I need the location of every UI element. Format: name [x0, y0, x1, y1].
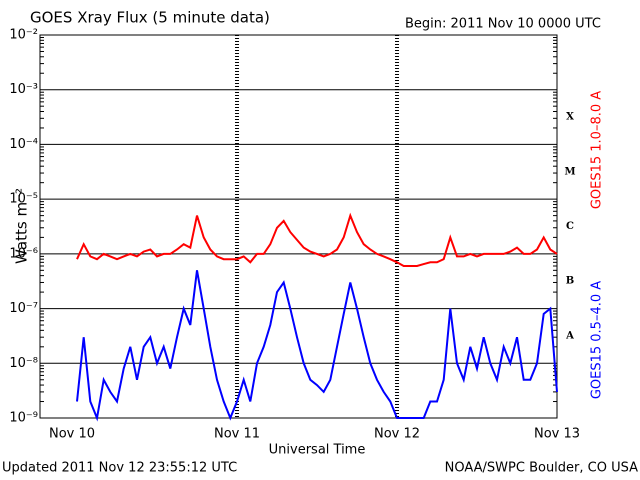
y-tick-label: 10⁻⁷	[9, 301, 38, 316]
x-tick-label: Nov 12	[374, 427, 420, 442]
y-axis-label: Watts m⁻²	[13, 188, 31, 264]
legend-label: GOES15 0.5–4.0 A	[590, 281, 605, 399]
y-tick-label: 10⁻⁴	[9, 137, 38, 152]
flare-class-label: M	[564, 166, 575, 177]
x-tick-label: Nov 11	[214, 427, 260, 442]
footer-left: Updated 2011 Nov 12 23:55:12 UTC	[2, 461, 237, 476]
chart-subtitle: Begin: 2011 Nov 10 0000 UTC	[405, 17, 601, 32]
flare-class-label: C	[566, 221, 574, 232]
y-tick-label: 10⁻⁸	[9, 356, 38, 371]
legend-label: GOES15 1.0–8.0 A	[590, 91, 605, 209]
x-tick-label: Nov 10	[49, 427, 95, 442]
x-axis-label: Universal Time	[269, 443, 366, 458]
flare-class-label: X	[566, 112, 574, 123]
y-tick-label: 10⁻³	[9, 82, 38, 97]
y-tick-label: 10⁻⁹	[9, 411, 38, 426]
y-tick-label: 10⁻⁶	[9, 246, 38, 261]
series-line	[76, 270, 558, 422]
y-tick-label: 10⁻⁵	[9, 192, 38, 207]
flare-class-label: A	[565, 330, 574, 341]
flare-class-label: B	[566, 276, 574, 287]
footer-right: NOAA/SWPC Boulder, CO USA	[445, 461, 638, 476]
chart-title: GOES Xray Flux (5 minute data)	[30, 9, 270, 27]
x-tick-label: Nov 13	[534, 427, 580, 442]
series-line	[76, 212, 558, 267]
y-tick-label: 10⁻²	[9, 28, 38, 43]
